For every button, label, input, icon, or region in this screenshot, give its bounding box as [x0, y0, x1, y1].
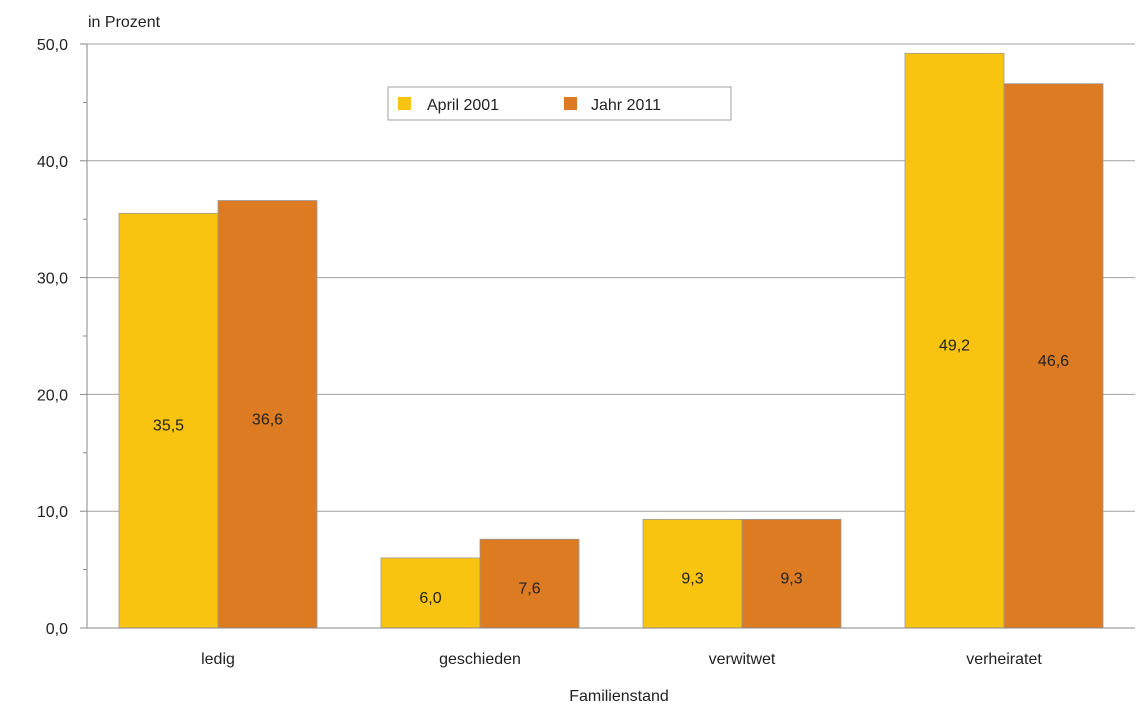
x-category-label: geschieden: [439, 651, 521, 668]
data-labels: 35,5 36,6 6,0 7,6 9,3 9,3 49,2 46,6: [153, 338, 1069, 607]
x-category-label: verwitwet: [709, 651, 776, 668]
x-axis-categories: ledig geschieden verwitwet verheiratet: [201, 651, 1042, 668]
data-label: 7,6: [518, 581, 540, 598]
x-category-label: verheiratet: [966, 651, 1042, 668]
legend-label-jahr-2011: Jahr 2011: [591, 97, 661, 114]
x-axis-title: Familienstand: [569, 688, 669, 705]
legend-box: [387, 86, 732, 121]
bar: [741, 518, 842, 629]
y-tick-label: 30,0: [37, 271, 68, 288]
data-label: 35,5: [153, 418, 184, 435]
data-label: 46,6: [1038, 353, 1069, 370]
bar: [118, 212, 219, 629]
y-axis-ticks: 0,0 10,0 20,0 30,0 40,0 50,0: [37, 37, 87, 638]
y-tick-label: 10,0: [37, 504, 68, 521]
data-label: 9,3: [681, 571, 703, 588]
bars: [118, 52, 1104, 629]
bar: [904, 52, 1005, 629]
bar: [642, 518, 743, 629]
data-label: 49,2: [939, 338, 970, 355]
legend: April 2001 Jahr 2011: [387, 86, 732, 121]
y-tick-label: 20,0: [37, 387, 68, 404]
y-tick-label: 0,0: [46, 621, 68, 638]
legend-swatch-jahr-2011: [564, 97, 577, 110]
y-tick-label: 40,0: [37, 154, 68, 171]
y-axis-title: in Prozent: [88, 14, 161, 31]
legend-label-april-2001: April 2001: [427, 97, 499, 114]
data-label: 36,6: [252, 411, 283, 428]
data-label: 6,0: [419, 590, 441, 607]
legend-swatch-april-2001: [398, 97, 411, 110]
bar: [479, 538, 580, 629]
data-label: 9,3: [780, 571, 802, 588]
y-tick-label: 50,0: [37, 37, 68, 54]
x-category-label: ledig: [201, 651, 235, 668]
